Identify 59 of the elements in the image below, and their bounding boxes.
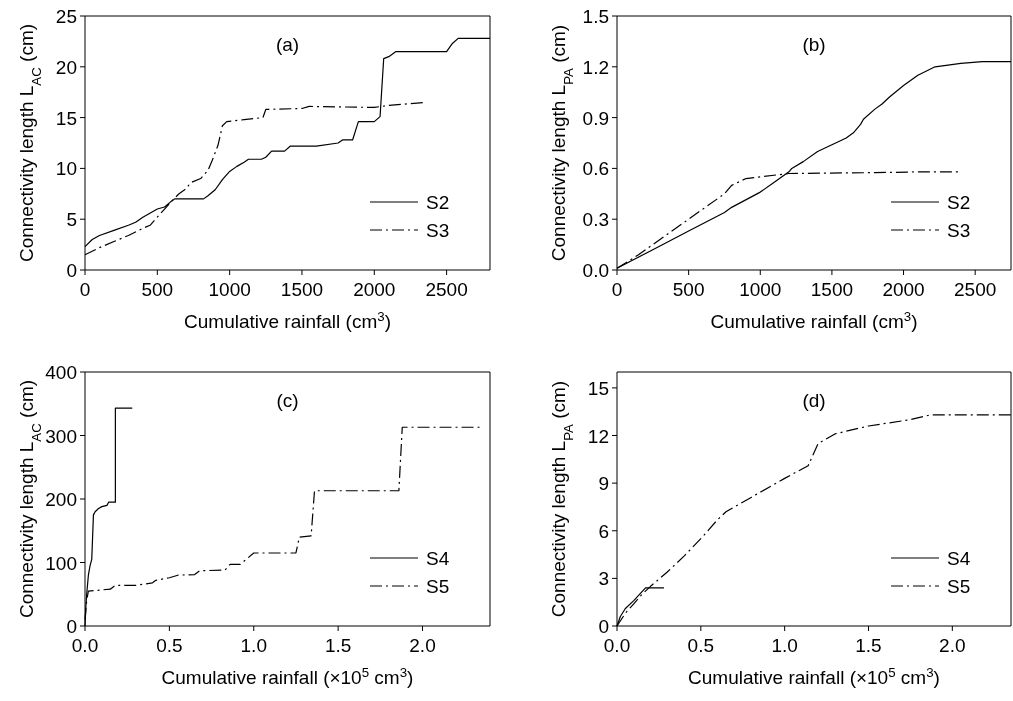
legend-label: S5: [947, 576, 971, 597]
x-tick-label: 2000: [882, 279, 925, 300]
y-tick-label: 0.0: [582, 260, 609, 281]
x-tick-label: 500: [672, 279, 705, 300]
x-tick-label: 2500: [954, 279, 997, 300]
y-tick-label: 0: [66, 260, 77, 281]
x-axis-title: Cumulative rainfall (cm$^{3}$): [710, 308, 918, 332]
y-tick-label: 400: [45, 362, 77, 383]
legend-label: S3: [947, 220, 971, 241]
x-tick-label: 1000: [739, 279, 782, 300]
x-tick-label: 1.5: [324, 635, 352, 656]
y-tick-label: 200: [45, 489, 77, 510]
legend-label: S4: [426, 548, 450, 569]
x-tick-label: 500: [141, 279, 174, 300]
legend-label: S5: [426, 576, 450, 597]
y-tick-label: 3: [598, 568, 609, 590]
x-tick-label: 0.5: [156, 635, 183, 656]
y-tick-label: 15: [55, 107, 77, 129]
y-tick-label: 15: [587, 377, 609, 399]
y-tick-label: 0: [598, 616, 609, 637]
legend-label: S2: [426, 192, 450, 213]
y-tick-label: 1.5: [582, 6, 609, 27]
x-tick-label: 0.5: [687, 635, 715, 656]
y-tick-label: 25: [55, 6, 77, 27]
y-tick-label: 0: [66, 616, 77, 637]
x-tick-label: 2.0: [939, 635, 966, 656]
y-tick-label: 0.3: [582, 209, 609, 231]
x-tick-label: 2.0: [409, 635, 436, 656]
text: (b): [802, 34, 826, 55]
x-tick-label: 1.5: [855, 635, 882, 656]
x-tick-label: 1000: [208, 279, 251, 300]
y-tick-label: 100: [45, 552, 77, 574]
x-tick-label: 1.0: [240, 635, 267, 656]
x-tick-label: 1500: [810, 279, 854, 300]
x-tick-label: 1500: [280, 279, 324, 300]
legend-label: S2: [947, 192, 971, 213]
y-tick-label: 20: [55, 56, 77, 78]
x-tick-label: 2000: [353, 279, 396, 300]
legend-label: S4: [947, 548, 971, 569]
x-tick-label: 1.0: [771, 635, 798, 656]
y-tick-label: 5: [66, 209, 77, 231]
legend-label: S3: [426, 220, 450, 241]
y-tick-label: 1.2: [582, 56, 609, 78]
y-tick-label: 300: [45, 425, 77, 447]
text: (c): [276, 390, 299, 411]
text: (a): [275, 34, 300, 55]
x-tick-label: 2500: [425, 279, 468, 300]
y-tick-label: 6: [598, 520, 609, 542]
y-tick-label: 0.6: [582, 158, 609, 180]
y-tick-label: 0.9: [582, 107, 609, 129]
y-tick-label: 12: [587, 425, 609, 447]
x-tick-label: 0: [79, 279, 91, 300]
x-tick-label: 0: [611, 279, 623, 300]
text: (d): [802, 390, 826, 411]
x-axis-title: Cumulative rainfall (cm$^{3}$): [184, 308, 391, 332]
y-tick-label: 10: [55, 158, 77, 180]
x-axis-title: Cumulative rainfall (×10$^{5}$ cm$^{3}$): [161, 664, 414, 688]
x-axis-title: Cumulative rainfall (×10$^{5}$ cm$^{3}$): [688, 664, 940, 688]
y-tick-label: 9: [598, 473, 609, 495]
